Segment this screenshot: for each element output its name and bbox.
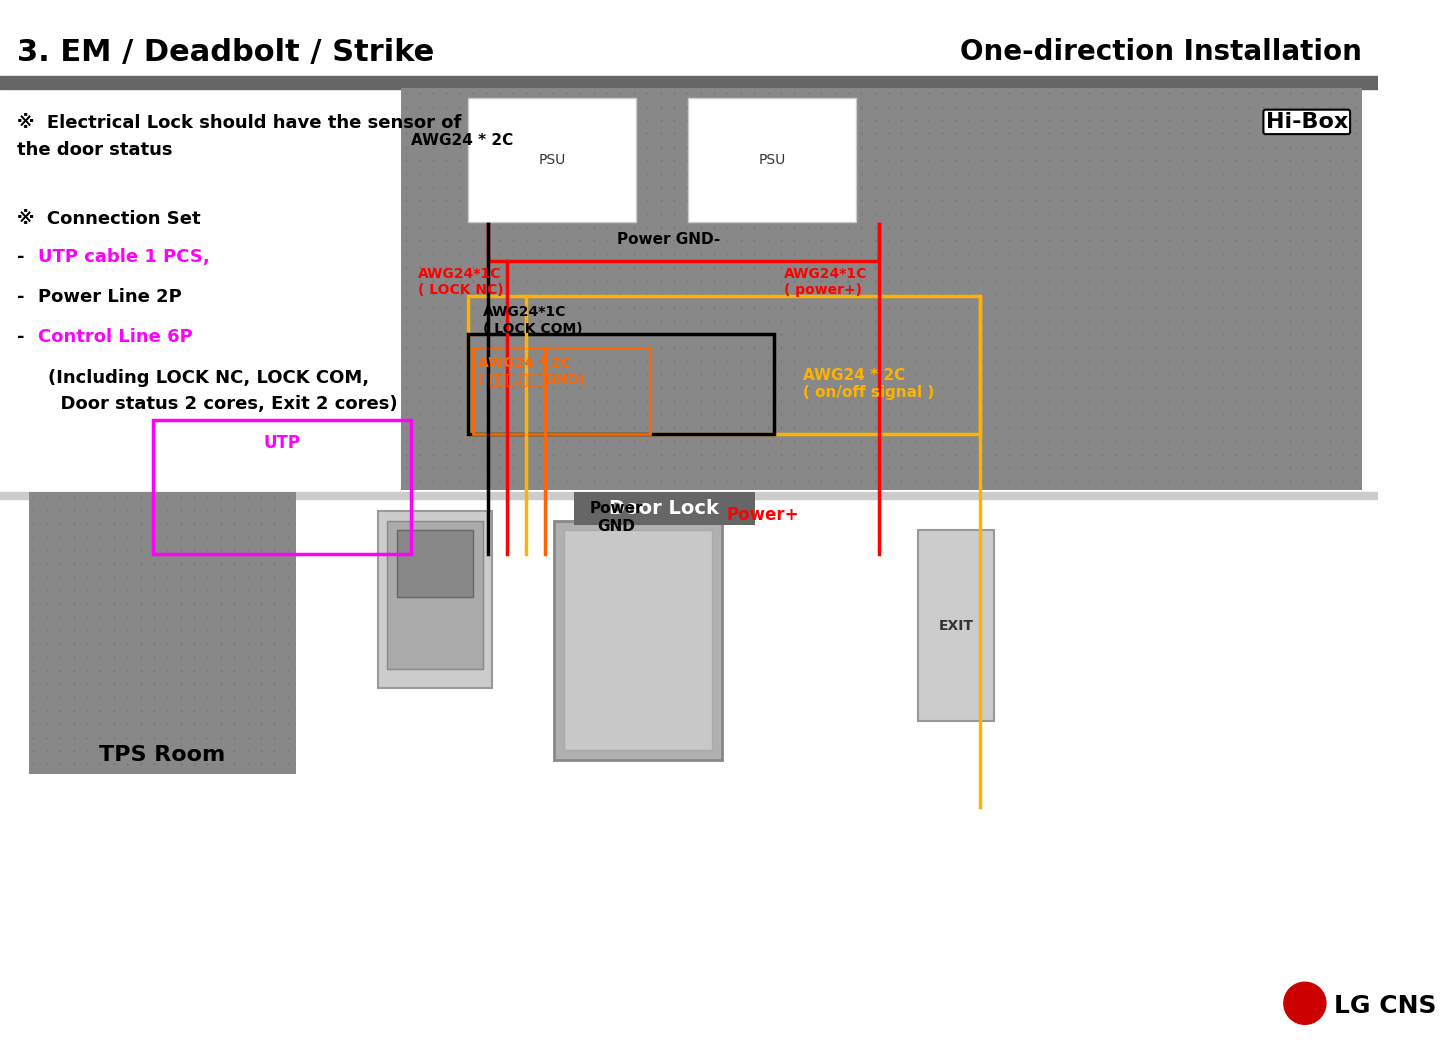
Text: PSU: PSU: [758, 153, 785, 167]
Text: -: -: [17, 288, 30, 306]
Text: PSU: PSU: [539, 153, 566, 167]
Text: 3. EM / Deadbolt / Strike: 3. EM / Deadbolt / Strike: [17, 37, 434, 67]
Text: Power GND-: Power GND-: [617, 232, 720, 247]
Text: Power Line 2P: Power Line 2P: [39, 288, 182, 306]
Bar: [0, 23, 1378, 76]
Text: LG CNS: LG CNS: [1333, 994, 1437, 1018]
Text: UTP cable 1 PCS,: UTP cable 1 PCS,: [39, 248, 210, 266]
Text: Control Line 6P: Control Line 6P: [39, 329, 193, 347]
Text: Power
GND: Power GND: [589, 501, 643, 534]
Text: Power+: Power+: [726, 506, 798, 525]
Text: Door Lock: Door Lock: [610, 499, 719, 518]
Text: Hi-Box: Hi-Box: [1265, 112, 1347, 132]
Bar: [0, 76, 1378, 89]
Text: ※  Electrical Lock should have the sensor of
the door status: ※ Electrical Lock should have the sensor…: [17, 114, 461, 159]
Text: UTP: UTP: [264, 434, 301, 452]
Bar: [555, 520, 722, 760]
Text: -: -: [17, 248, 30, 266]
Text: One-direction Installation: One-direction Installation: [960, 38, 1362, 66]
Bar: [0, 492, 1378, 499]
Bar: [918, 530, 994, 721]
Bar: [153, 420, 411, 554]
Bar: [468, 98, 635, 222]
Text: AWG24*1C
( power+): AWG24*1C ( power+): [784, 267, 867, 298]
Bar: [563, 530, 712, 750]
Text: TPS Room: TPS Room: [99, 745, 226, 765]
Text: (Including LOCK NC, LOCK COM,
  Door status 2 cores, Exit 2 cores): (Including LOCK NC, LOCK COM, Door statu…: [48, 368, 398, 413]
Text: AWG24 * 2C: AWG24 * 2C: [411, 133, 513, 148]
Bar: [29, 492, 297, 774]
Text: AWG24 * 2C
( on/off signal ): AWG24 * 2C ( on/off signal ): [803, 367, 934, 400]
Bar: [574, 492, 755, 526]
Bar: [468, 296, 980, 434]
Bar: [473, 348, 650, 434]
Text: EXIT: EXIT: [938, 618, 974, 633]
Text: ※  Connection Set: ※ Connection Set: [17, 210, 200, 228]
Text: AWG24*1C
( LOCK COM): AWG24*1C ( LOCK COM): [483, 305, 582, 335]
Bar: [396, 530, 473, 597]
Text: AWG24 * 2C
( 문상태,문상태GND): AWG24 * 2C ( 문상태,문상태GND): [478, 356, 585, 386]
Text: AWG24*1C
( LOCK NC): AWG24*1C ( LOCK NC): [418, 267, 503, 298]
Bar: [468, 334, 774, 434]
Bar: [388, 520, 483, 668]
Bar: [378, 511, 493, 687]
Bar: [402, 88, 1362, 489]
Circle shape: [1284, 982, 1326, 1025]
Bar: [689, 98, 856, 222]
Text: -: -: [17, 329, 30, 347]
